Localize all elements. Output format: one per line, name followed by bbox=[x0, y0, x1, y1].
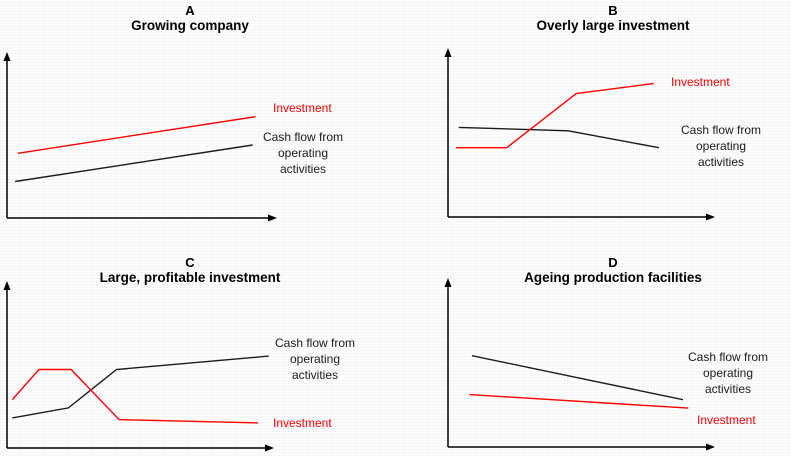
panel-a-chart-canvas bbox=[3, 52, 277, 222]
panel-d-cashflow-label: Cash flow from operating activities bbox=[648, 349, 791, 397]
x-axis-arrow-icon bbox=[268, 214, 277, 222]
panel-b-header: B Overly large investment bbox=[463, 3, 763, 33]
panel-c-chart-canvas bbox=[3, 281, 274, 452]
cashflow-label-line1: Cash flow from bbox=[687, 350, 769, 364]
y-axis-arrow-icon bbox=[3, 281, 11, 290]
panel-a-investment-label: Investment bbox=[273, 101, 332, 115]
panel-d-header: D Ageing production facilities bbox=[463, 255, 763, 285]
panel-c-investment-label: Investment bbox=[273, 416, 332, 430]
cashflow-label-line1: Cash flow from bbox=[262, 130, 344, 144]
cashflow-line bbox=[471, 355, 684, 401]
panel-d-title: Ageing production facilities bbox=[524, 270, 702, 285]
panel-a-cashflow-label: Cash flow from operating activities bbox=[223, 129, 383, 177]
investment-line bbox=[456, 82, 654, 149]
panel-c-header: C Large, profitable investment bbox=[40, 255, 340, 285]
y-axis-arrow-icon bbox=[444, 48, 452, 57]
panel-c-title: Large, profitable investment bbox=[99, 270, 281, 285]
x-axis-arrow-icon bbox=[706, 213, 715, 221]
panel-b: B Overly large investment Investment Cas… bbox=[395, 0, 790, 228]
cashflow-label-line3: activities bbox=[291, 368, 338, 382]
panel-d: D Ageing production facilities Investmen… bbox=[395, 228, 790, 456]
x-axis-arrow-icon bbox=[706, 443, 715, 451]
panel-b-chart-canvas bbox=[444, 48, 715, 221]
cashflow-label-line1: Cash flow from bbox=[680, 123, 762, 137]
y-axis-arrow-icon bbox=[3, 52, 11, 61]
cashflow-label-line3: activities bbox=[704, 382, 751, 396]
x-axis-arrow-icon bbox=[265, 444, 274, 452]
panel-d-investment-label: Investment bbox=[697, 413, 756, 427]
panel-d-chart-canvas bbox=[444, 278, 715, 451]
investment-line bbox=[11, 368, 259, 424]
panel-b-cashflow-label: Cash flow from operating activities bbox=[641, 122, 791, 170]
panel-a-letter: A bbox=[185, 3, 195, 18]
panel-a: A Growing company Investment Cash flow f… bbox=[0, 0, 395, 228]
cashflow-label-line1: Cash flow from bbox=[274, 336, 356, 350]
cashflow-label-line2: operating bbox=[289, 352, 341, 366]
cashflow-label-line2: operating bbox=[695, 139, 747, 153]
panel-b-letter: B bbox=[608, 3, 618, 18]
cashflow-line bbox=[12, 355, 269, 419]
panel-b-investment-label: Investment bbox=[671, 75, 730, 89]
cashflow-label-line2: operating bbox=[702, 366, 754, 380]
investment-line bbox=[469, 393, 689, 409]
panel-c: C Large, profitable investment Investmen… bbox=[0, 228, 395, 456]
cashflow-line bbox=[14, 144, 253, 183]
panel-b-title: Overly large investment bbox=[536, 18, 690, 33]
panel-d-letter: D bbox=[608, 255, 618, 270]
y-axis-arrow-icon bbox=[444, 278, 452, 287]
panel-a-title: Growing company bbox=[131, 18, 249, 33]
cashflow-line bbox=[458, 126, 660, 149]
panel-a-header: A Growing company bbox=[40, 3, 340, 33]
cashflow-label-line3: activities bbox=[697, 155, 744, 169]
panel-c-cashflow-label: Cash flow from operating activities bbox=[235, 335, 395, 383]
cashflow-label-line2: operating bbox=[277, 146, 329, 160]
panel-c-letter: C bbox=[185, 255, 195, 270]
investment-line bbox=[17, 116, 256, 154]
cashflow-label-line3: activities bbox=[279, 162, 326, 176]
